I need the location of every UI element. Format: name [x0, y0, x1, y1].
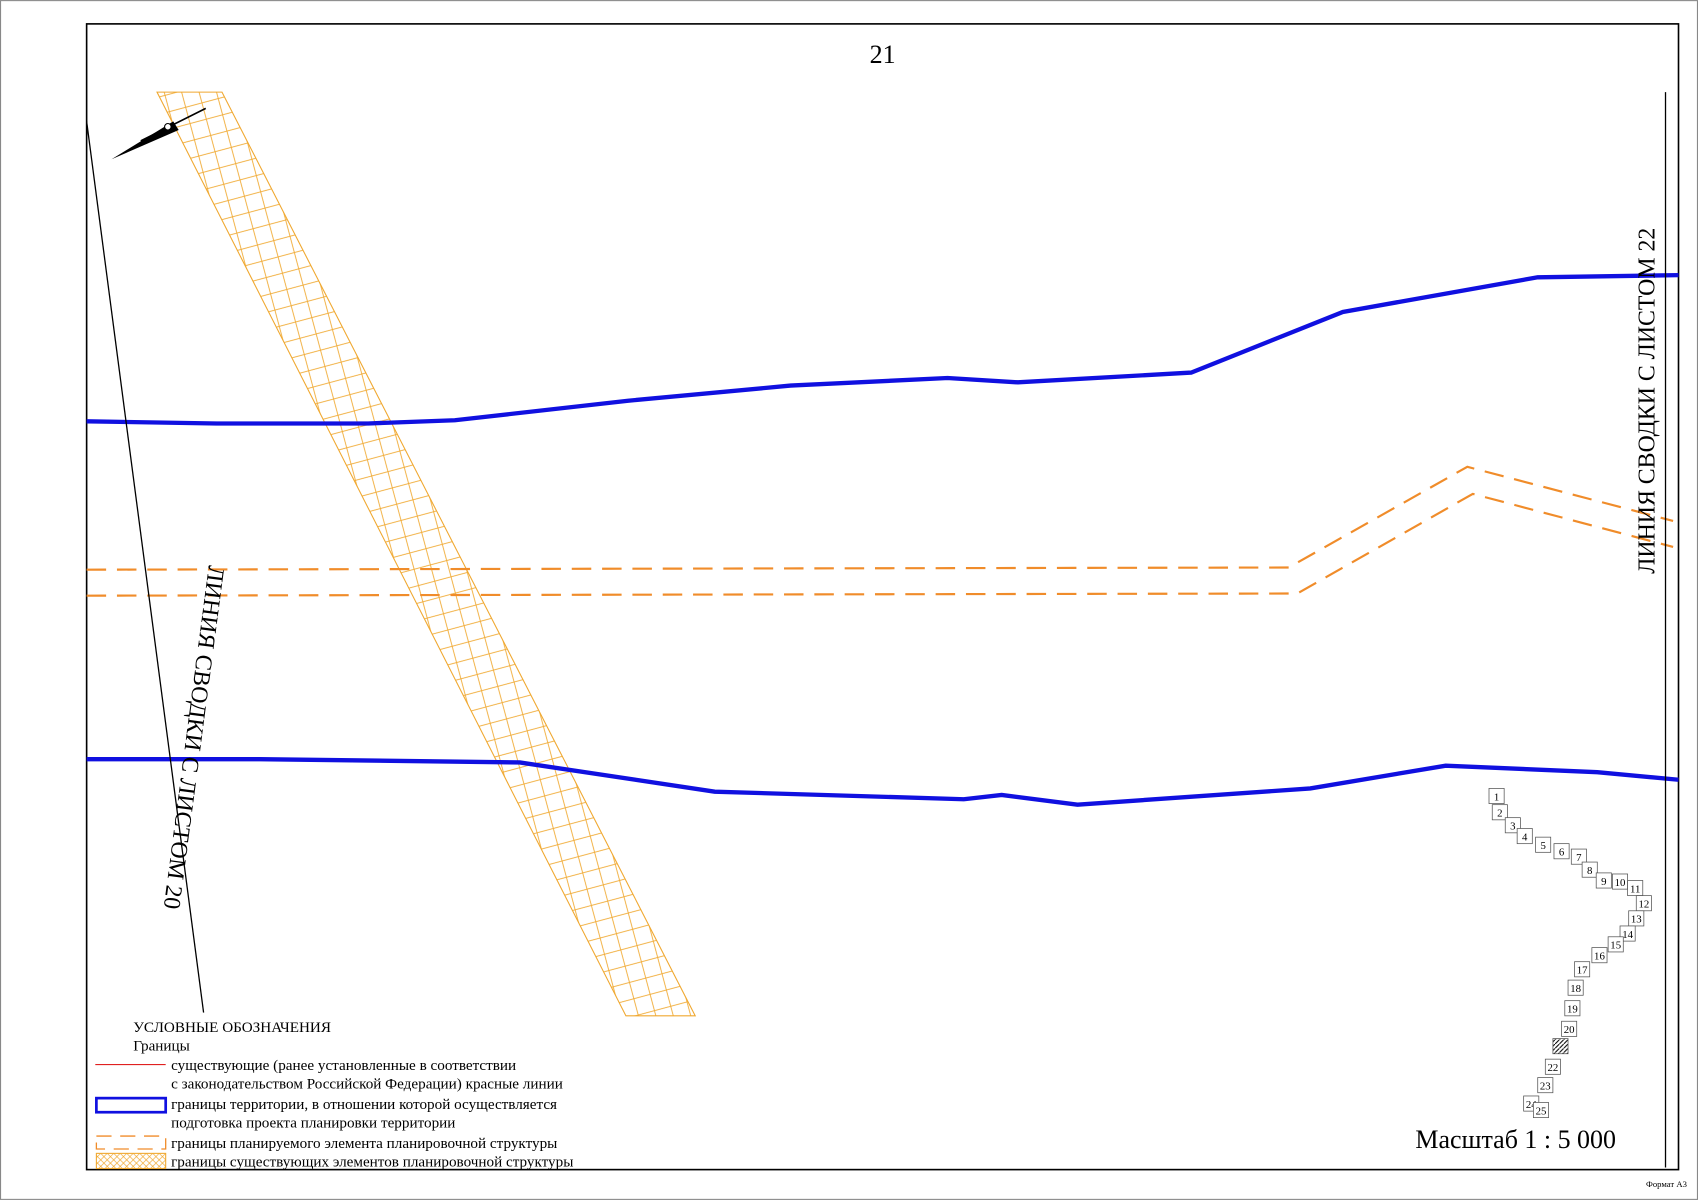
- existing-element-band: [156, 91, 697, 1017]
- index-cell: [1591, 947, 1608, 964]
- index-cell-label: 4: [1522, 831, 1528, 843]
- legend-item-text: границы территории, в отношении которой …: [171, 1096, 557, 1113]
- index-cell-label: 15: [1610, 940, 1621, 952]
- index-cell-label: 7: [1576, 852, 1582, 864]
- territory-boundary-top: [86, 272, 1679, 426]
- index-cell: [1581, 861, 1598, 878]
- legend-title: УСЛОВНЫЕ ОБОЗНАЧЕНИЯ: [133, 1019, 331, 1036]
- index-cell: [1607, 936, 1624, 953]
- index-cell: [1595, 872, 1612, 889]
- index-cell: [1628, 910, 1645, 927]
- scale-label: Масштаб 1 : 5 000: [1415, 1125, 1616, 1154]
- index-cell-label: 10: [1615, 877, 1626, 889]
- merge-label-left: ЛИНИЯ СВОДКИ С ЛИСТОМ 20: [158, 564, 229, 910]
- territory-boundary-bottom: [86, 757, 1679, 807]
- swatch-territory: [95, 1096, 168, 1114]
- index-cell-label: 11: [1630, 883, 1640, 895]
- index-cell-label: 1: [1494, 791, 1499, 803]
- index-cell-label: 6: [1559, 847, 1565, 859]
- legend-item-text: границы планируемого элемента планировоч…: [171, 1135, 557, 1152]
- legend-item-text: подготовка проекта планировки территории: [171, 1114, 455, 1131]
- index-cell-label: 24: [1526, 1099, 1537, 1111]
- planned-element-bottom: [86, 492, 1674, 597]
- index-cell: [1491, 804, 1508, 821]
- index-cell: [1567, 979, 1584, 996]
- index-cell-label: 3: [1510, 821, 1515, 833]
- legend-item-text: границы существующих элементов планирово…: [171, 1153, 573, 1170]
- legend: УСЛОВНЫЕ ОБОЗНАЧЕНИЯ Границы существующи…: [95, 1019, 573, 1170]
- index-cell-label: 18: [1570, 983, 1581, 995]
- index-cell: [1516, 828, 1533, 845]
- index-cell: [1544, 1058, 1561, 1075]
- index-cell: [1553, 843, 1570, 860]
- index-cell: [1627, 880, 1644, 897]
- planned-element-top: [86, 465, 1674, 571]
- index-cell: [1574, 961, 1591, 978]
- index-cell-label: 2: [1497, 808, 1502, 820]
- index-cell-label: 25: [1536, 1105, 1547, 1117]
- index-cell: [1619, 925, 1636, 942]
- legend-subtitle: Границы: [133, 1037, 190, 1054]
- index-cell-label: 9: [1601, 876, 1606, 888]
- index-cell: [1537, 1077, 1554, 1094]
- index-cell: [1504, 817, 1521, 834]
- index-cell-label: 8: [1587, 865, 1592, 877]
- legend-item-text: существующие (ранее установленные в соот…: [171, 1057, 516, 1074]
- north-arrow: [111, 107, 207, 160]
- index-cell: [1535, 836, 1552, 853]
- swatch-existing: [95, 1152, 167, 1170]
- index-cell: [1533, 1102, 1549, 1119]
- merge-label-right: ЛИНИЯ СВОДКИ С ЛИСТОМ 22: [1635, 228, 1661, 574]
- format-label: Формат А3: [1646, 1179, 1687, 1189]
- index-cell-label: 5: [1540, 840, 1545, 852]
- frame: [85, 23, 1680, 1171]
- index-cell-label: 17: [1577, 965, 1588, 977]
- index-cell-label: 12: [1638, 899, 1649, 911]
- index-cell-label: 14: [1622, 929, 1633, 941]
- index-cell-label: 20: [1564, 1024, 1575, 1036]
- index-cell-label: 16: [1594, 951, 1605, 963]
- sheet-number: 21: [870, 40, 896, 69]
- merge-line-left: [85, 121, 205, 1013]
- index-cell-label: 22: [1547, 1062, 1558, 1074]
- swatch-planned: [95, 1135, 167, 1150]
- index-cell: [1570, 848, 1587, 865]
- index-cell-label: 19: [1567, 1004, 1578, 1016]
- index-cell: [1488, 788, 1505, 804]
- index-cell: [1552, 1038, 1569, 1055]
- index-cell-label: 13: [1631, 914, 1642, 926]
- index-cell-label: 21: [1555, 1041, 1566, 1053]
- legend-item-text: с законодательством Российской Федерации…: [171, 1075, 563, 1092]
- index-cell: [1564, 1000, 1581, 1017]
- index-cell: [1561, 1020, 1578, 1037]
- index-cell-label: 23: [1540, 1080, 1551, 1092]
